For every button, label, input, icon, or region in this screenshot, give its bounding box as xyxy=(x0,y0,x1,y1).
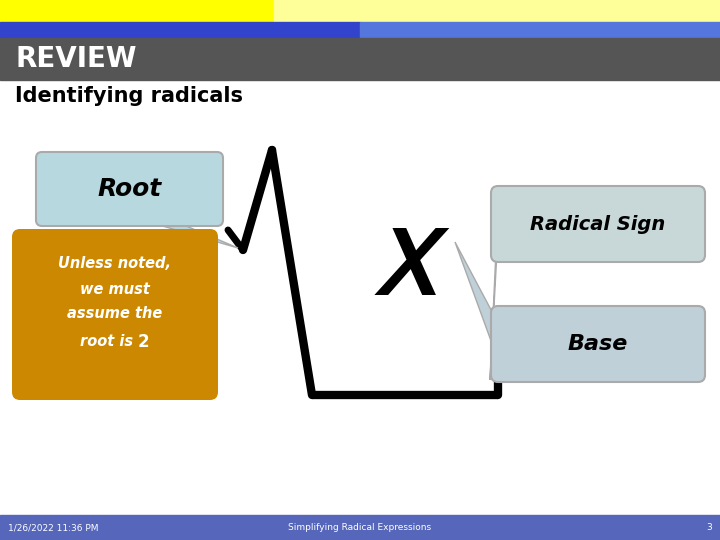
Text: we must: we must xyxy=(80,281,150,296)
Text: 1/26/2022 11:36 PM: 1/26/2022 11:36 PM xyxy=(8,523,99,532)
Text: 3: 3 xyxy=(706,523,712,532)
Text: Base: Base xyxy=(568,334,628,354)
Text: Root: Root xyxy=(97,177,161,201)
Bar xyxy=(0,0,274,22)
Polygon shape xyxy=(455,242,498,360)
Bar xyxy=(0,22,360,38)
Text: Simplifying Radical Expressions: Simplifying Radical Expressions xyxy=(289,523,431,532)
Text: Radical Sign: Radical Sign xyxy=(531,214,665,233)
Text: assume the: assume the xyxy=(68,307,163,321)
Bar xyxy=(274,0,720,22)
Text: root is: root is xyxy=(81,334,134,349)
Bar xyxy=(0,515,720,540)
FancyBboxPatch shape xyxy=(491,186,705,262)
FancyBboxPatch shape xyxy=(12,229,218,400)
Text: Unless noted,: Unless noted, xyxy=(58,256,171,272)
Text: 2: 2 xyxy=(138,333,149,351)
Bar xyxy=(0,38,720,80)
Polygon shape xyxy=(142,220,238,248)
FancyBboxPatch shape xyxy=(36,152,223,226)
Bar xyxy=(360,22,720,38)
FancyBboxPatch shape xyxy=(491,306,705,382)
Text: Identifying radicals: Identifying radicals xyxy=(15,86,243,106)
Text: REVIEW: REVIEW xyxy=(15,45,137,73)
Polygon shape xyxy=(490,208,498,380)
Text: $\mathcal{x}$: $\mathcal{x}$ xyxy=(369,184,451,326)
